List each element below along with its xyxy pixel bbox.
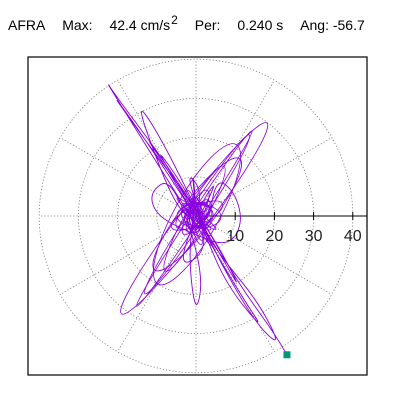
angle-label: Ang: <box>300 17 329 33</box>
station-name: AFRA <box>8 17 46 33</box>
period-value: 0.240 s <box>237 17 284 33</box>
angle-value: -56.7 <box>332 17 365 33</box>
ring-labels: 10 20 30 40 <box>226 228 361 245</box>
ring-label-20: 20 <box>266 228 284 245</box>
ring-label-30: 30 <box>305 228 323 245</box>
elongated-loop <box>152 157 242 272</box>
ring-label-40: 40 <box>344 228 362 245</box>
ring-label-10: 10 <box>226 228 244 245</box>
central-loop <box>182 202 211 231</box>
max-unit: cm/s <box>140 17 171 33</box>
max-label: Max: <box>62 17 93 33</box>
particle-motion-path <box>108 84 288 355</box>
central-loop <box>185 199 211 234</box>
grid-spoke-150 <box>60 137 197 217</box>
motion-trace <box>108 84 291 359</box>
elongated-loop <box>152 143 241 286</box>
elongated-loop <box>136 130 253 307</box>
trace-header: AFRA Max: 42.4 cm/s2 Per: 0.240 s Ang: -… <box>8 13 365 41</box>
period-label: Per: <box>194 17 221 33</box>
max-unit-exponent: 2 <box>171 13 178 27</box>
grid-spoke-30 <box>195 137 332 217</box>
max-amplitude-marker <box>283 351 291 359</box>
grid-spoke-240 <box>117 215 197 352</box>
max-value: 42.4 <box>109 17 137 33</box>
grid-spoke-330 <box>195 215 332 295</box>
central-loop <box>185 189 204 246</box>
elongated-loop <box>144 134 251 295</box>
elongated-loop <box>120 122 269 315</box>
